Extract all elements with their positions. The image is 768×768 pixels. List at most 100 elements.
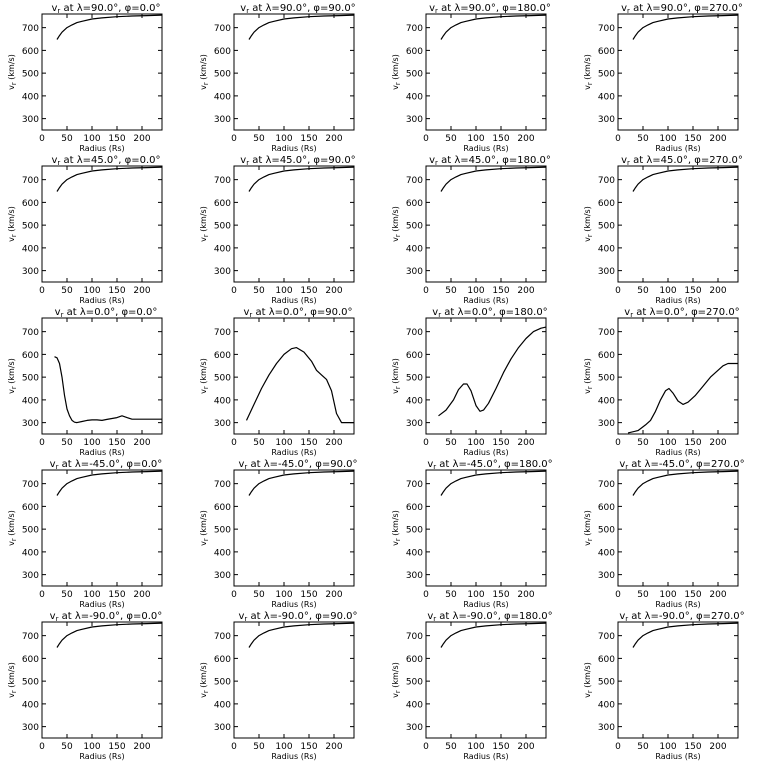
- y-tick-label: 300: [214, 419, 231, 429]
- chart-title: vr at λ=90.0°, φ=180.0°: [429, 3, 551, 15]
- panel-17: vr at λ=-90.0°, φ=0.0° 0 50 100 150 200 300 400…: [7, 611, 163, 761]
- panel-9: vr at λ=0.0°, φ=0.0° 0 50 100 150 200 300 400 50…: [7, 307, 163, 457]
- y-tick-label: 700: [22, 480, 39, 490]
- x-axis-label: Radius (Rs): [655, 296, 700, 305]
- x-axis-label: Radius (Rs): [655, 448, 700, 457]
- x-tick-label: 0: [615, 590, 621, 600]
- panel-8: vr at λ=45.0°, φ=270.0° 0 50 100 150 200 300 40…: [583, 155, 743, 305]
- y-tick-label: 600: [22, 655, 39, 665]
- x-tick-label: 0: [39, 438, 45, 448]
- x-tick-label: 0: [615, 286, 621, 296]
- y-tick-label: 600: [406, 655, 423, 665]
- y-tick-label: 300: [406, 115, 423, 125]
- y-tick-label: 300: [214, 723, 231, 733]
- y-axis-label: vr (km/s): [199, 206, 210, 242]
- y-tick-label: 500: [406, 678, 423, 688]
- x-tick-label: 200: [133, 134, 150, 144]
- y-tick-label: 300: [214, 571, 231, 581]
- y-axis-label: vr (km/s): [7, 54, 18, 90]
- y-axis-label: vr (km/s): [583, 662, 594, 698]
- y-axis-label: vr (km/s): [7, 510, 18, 546]
- x-tick-label: 50: [253, 134, 265, 144]
- y-tick-label: 300: [214, 267, 231, 277]
- series-line: [632, 166, 739, 192]
- x-tick-label: 50: [445, 134, 457, 144]
- y-tick-label: 400: [22, 548, 39, 558]
- y-tick-label: 600: [406, 47, 423, 57]
- x-tick-label: 200: [517, 134, 534, 144]
- x-tick-label: 150: [492, 438, 509, 448]
- panel-10: vr at λ=0.0°, φ=90.0° 0 50 100 150 200 300 400 5…: [199, 307, 355, 457]
- plot-frame: [41, 621, 163, 739]
- x-tick-label: 100: [275, 134, 292, 144]
- series-line: [56, 14, 163, 40]
- y-tick-label: 700: [22, 24, 39, 34]
- y-tick-label: 400: [22, 92, 39, 102]
- x-tick-label: 200: [325, 590, 342, 600]
- y-tick-label: 600: [214, 351, 231, 361]
- y-tick-label: 700: [598, 480, 615, 490]
- x-tick-label: 50: [61, 438, 73, 448]
- panel-13: vr at λ=-45.0°, φ=0.0° 0 50 100 150 200 300 400…: [7, 459, 163, 609]
- x-tick-label: 50: [445, 590, 457, 600]
- panel-12: vr at λ=0.0°, φ=270.0° 0 50 100 150 200 300 400…: [583, 307, 740, 457]
- y-tick-label: 700: [598, 328, 615, 338]
- x-tick-label: 150: [108, 134, 125, 144]
- x-axis-label: Radius (Rs): [463, 144, 508, 153]
- series-line: [248, 166, 355, 192]
- x-tick-label: 0: [423, 134, 429, 144]
- x-tick-label: 200: [325, 134, 342, 144]
- y-tick-label: 400: [598, 396, 615, 406]
- y-axis-label: vr (km/s): [7, 662, 18, 698]
- y-tick-label: 700: [598, 176, 615, 186]
- y-tick-label: 400: [22, 244, 39, 254]
- y-tick-label: 700: [406, 480, 423, 490]
- x-tick-label: 200: [517, 590, 534, 600]
- y-tick-label: 500: [214, 70, 231, 80]
- x-axis-label: Radius (Rs): [271, 600, 316, 609]
- y-tick-label: 500: [406, 222, 423, 232]
- series-line: [632, 470, 739, 496]
- y-tick-label: 400: [406, 548, 423, 558]
- y-tick-label: 500: [406, 374, 423, 384]
- plot-frame: [41, 165, 163, 283]
- y-tick-label: 600: [22, 47, 39, 57]
- x-tick-label: 0: [423, 286, 429, 296]
- x-axis-label: Radius (Rs): [463, 600, 508, 609]
- y-tick-label: 700: [22, 328, 39, 338]
- x-tick-label: 150: [684, 438, 701, 448]
- y-tick-label: 300: [598, 419, 615, 429]
- y-axis-label: vr (km/s): [7, 358, 18, 394]
- x-tick-label: 50: [637, 286, 649, 296]
- chart-title: vr at λ=-45.0°, φ=180.0°: [427, 459, 552, 471]
- y-tick-label: 500: [406, 70, 423, 80]
- x-axis-label: Radius (Rs): [271, 448, 316, 457]
- plot-frame: [617, 13, 739, 131]
- y-tick-label: 400: [214, 700, 231, 710]
- y-tick-label: 400: [22, 396, 39, 406]
- panel-11: vr at λ=0.0°, φ=180.0° 0 50 100 150 200 300 400…: [391, 307, 548, 457]
- series-line: [440, 622, 547, 648]
- y-tick-label: 400: [406, 700, 423, 710]
- y-tick-label: 400: [214, 396, 231, 406]
- x-tick-label: 150: [684, 134, 701, 144]
- y-tick-label: 600: [214, 47, 231, 57]
- y-axis-label: vr (km/s): [7, 206, 18, 242]
- y-tick-label: 700: [214, 632, 231, 642]
- plot-frame: [617, 317, 739, 435]
- x-tick-label: 50: [61, 742, 73, 752]
- x-tick-label: 0: [231, 742, 237, 752]
- chart-title: vr at λ=-90.0°, φ=270.0°: [619, 611, 744, 623]
- x-tick-label: 100: [467, 438, 484, 448]
- y-tick-label: 700: [406, 328, 423, 338]
- y-tick-label: 700: [22, 632, 39, 642]
- x-tick-label: 200: [517, 438, 534, 448]
- x-axis-label: Radius (Rs): [271, 144, 316, 153]
- panel-15: vr at λ=-45.0°, φ=180.0° 0 50 100 150 200 300 4…: [391, 459, 553, 609]
- series-line: [438, 326, 547, 417]
- x-tick-label: 0: [615, 742, 621, 752]
- x-tick-label: 150: [300, 590, 317, 600]
- chart-title: vr at λ=90.0°, φ=90.0°: [240, 3, 355, 15]
- x-tick-label: 100: [467, 742, 484, 752]
- y-tick-label: 300: [22, 419, 39, 429]
